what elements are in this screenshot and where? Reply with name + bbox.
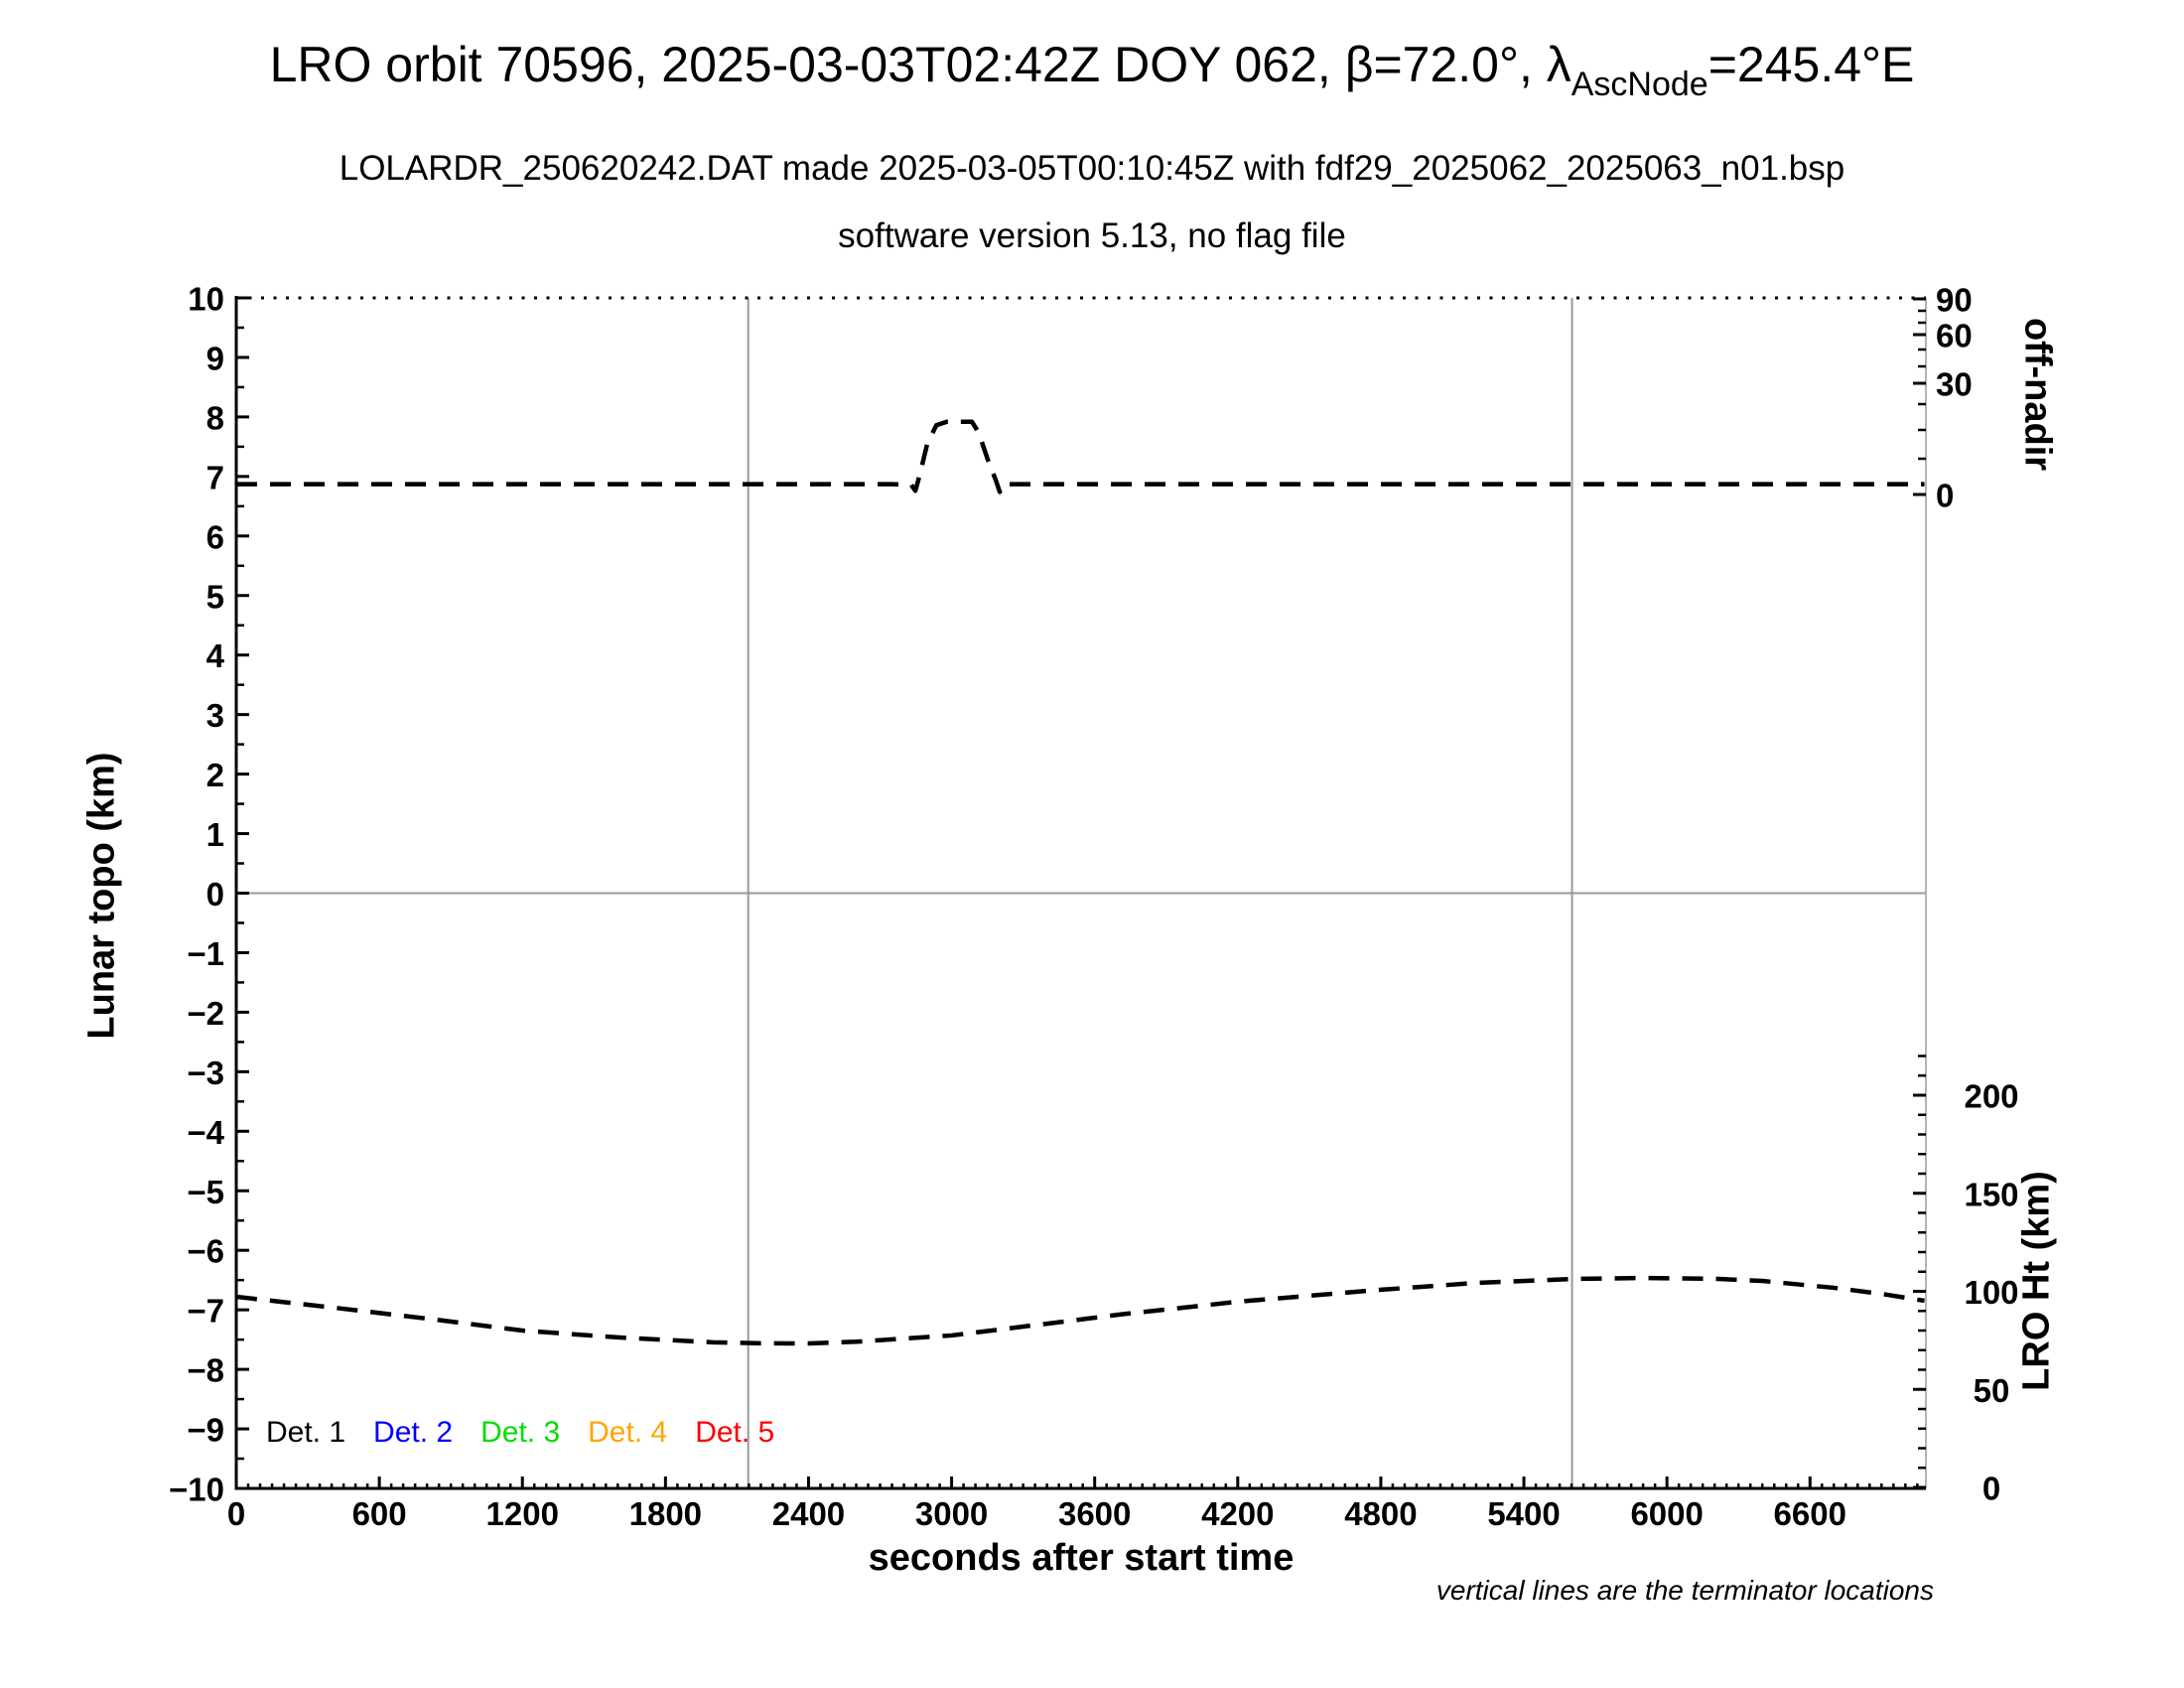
x-tick-label: 6000	[1630, 1495, 1703, 1532]
legend-det-1: Det. 1	[266, 1416, 346, 1449]
left-tick-label: −2	[187, 995, 224, 1032]
left-tick-label: −1	[187, 935, 224, 972]
lro-ht-tick-label: 100	[1964, 1274, 2018, 1311]
left-tick-label: −6	[187, 1233, 224, 1270]
x-tick-label: 600	[352, 1495, 407, 1532]
off-nadir-tick-label: 30	[1936, 366, 1973, 403]
legend-det-4: Det. 4	[588, 1416, 668, 1449]
left-tick-label: 8	[206, 399, 224, 436]
lro-ht-tick-label: 50	[1974, 1372, 2010, 1409]
left-tick-label: 4	[206, 637, 225, 674]
lro-ht-tick-label: 0	[1982, 1471, 2000, 1507]
x-tick-label: 4800	[1344, 1495, 1417, 1532]
terminator-footnote: vertical lines are the terminator locati…	[1435, 1575, 1934, 1606]
legend-det-3: Det. 3	[480, 1416, 561, 1449]
lro-ht-tick-label: 200	[1964, 1078, 2018, 1115]
title-subscript: AscNode	[1570, 66, 1708, 103]
left-tick-label: 6	[206, 518, 224, 555]
off-nadir-tick-label: 90	[1936, 282, 1973, 319]
left-tick-label: −4	[187, 1114, 224, 1151]
left-tick-label: −10	[169, 1472, 224, 1508]
left-tick-label: −8	[187, 1352, 224, 1389]
left-tick-label: 2	[206, 757, 224, 793]
left-tick-label: 9	[206, 340, 224, 376]
x-tick-label: 0	[227, 1495, 245, 1532]
left-tick-label: 1	[206, 816, 224, 853]
software-version-subtitle: software version 5.13, no flag file	[838, 216, 1346, 255]
left-tick-label: 3	[206, 697, 224, 734]
data-file-subtitle: LOLARDR_250620242.DAT made 2025-03-05T00…	[339, 149, 1845, 188]
title-main: LRO orbit 70596, 2025-03-03T02:42Z DOY 0…	[269, 37, 1571, 92]
off-nadir-tick-label: 0	[1936, 478, 1954, 514]
x-tick-label: 1800	[629, 1495, 702, 1532]
x-tick-label: 6600	[1774, 1495, 1846, 1532]
left-tick-label: 7	[206, 459, 224, 495]
left-tick-label: 10	[188, 281, 224, 318]
legend-det-2: Det. 2	[373, 1416, 454, 1449]
left-tick-label: 0	[206, 876, 224, 913]
off-nadir-tick-label: 60	[1936, 318, 1973, 354]
x-tick-label: 3000	[915, 1495, 988, 1532]
left-tick-label: −5	[187, 1174, 224, 1210]
left-tick-label: −3	[187, 1055, 224, 1091]
x-tick-label: 3600	[1058, 1495, 1131, 1532]
lro-ht-tick-label: 150	[1964, 1176, 2018, 1212]
left-tick-label: −9	[187, 1412, 224, 1449]
x-tick-label: 1200	[486, 1495, 559, 1532]
title-tail: =245.4°E	[1707, 37, 1915, 92]
series-lro-height	[235, 1275, 1925, 1346]
detector-legend: Det. 1 Det. 2 Det. 3 Det. 4 Det. 5	[266, 1416, 774, 1450]
left-tick-label: 5	[206, 578, 224, 615]
x-tick-label: 5400	[1487, 1495, 1560, 1532]
page-title: LRO orbit 70596, 2025-03-03T02:42Z DOY 0…	[0, 36, 2184, 104]
left-tick-label: −7	[187, 1293, 224, 1330]
x-tick-label: 2400	[772, 1495, 845, 1532]
series-off-nadir-profile	[236, 419, 1925, 494]
legend-det-5: Det. 5	[695, 1416, 775, 1449]
x-tick-label: 4200	[1201, 1495, 1274, 1532]
x-axis-label: seconds after start time	[868, 1537, 1295, 1579]
